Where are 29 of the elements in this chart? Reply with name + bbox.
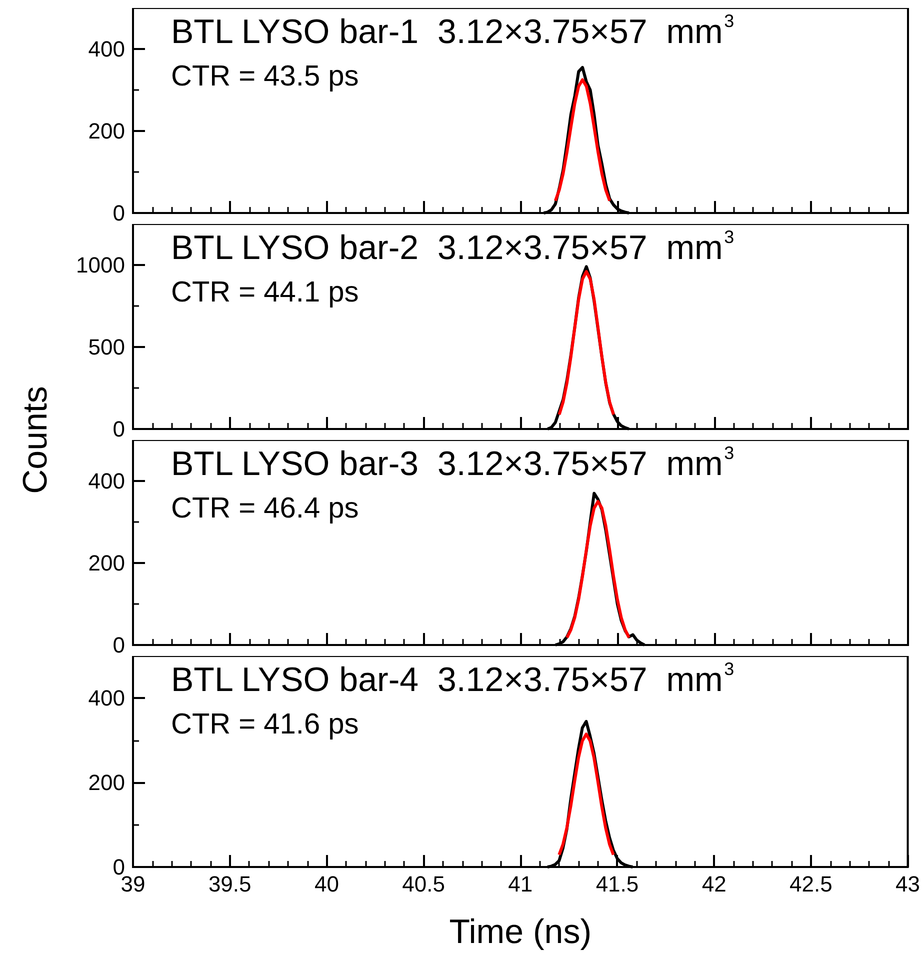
y-tick-label: 1000 [76, 252, 125, 278]
y-tick-label: 500 [88, 334, 125, 360]
y-tick-label: 0 [112, 416, 125, 442]
annotation: CTR = 43.5 ps [171, 60, 359, 92]
x-tick-label: 42 [702, 872, 726, 896]
y-tick-label: 400 [88, 686, 125, 711]
y-tick-label: 400 [88, 468, 125, 494]
line-series [566, 500, 630, 640]
x-tick-label: 39.5 [208, 872, 252, 896]
line-series [558, 270, 615, 416]
line-series [558, 732, 615, 856]
x-tick-label: 43 [896, 872, 920, 896]
y-tick-label: 0 [112, 632, 125, 658]
x-axis-title: Time (ns) [449, 913, 592, 951]
annotation: CTR = 44.1 ps [171, 276, 359, 308]
x-tick-label: 42.5 [790, 872, 832, 896]
y-tick-label: 400 [88, 36, 125, 62]
x-tick-label: 40 [314, 872, 339, 896]
line-series [554, 78, 612, 202]
annotation: CTR = 46.4 ps [171, 492, 359, 524]
y-axis-title: Counts [16, 386, 56, 494]
y-tick-label: 0 [112, 200, 125, 226]
x-tick-label: 40.5 [402, 872, 445, 896]
y-tick-label: 200 [88, 770, 125, 796]
annotation: CTR = 41.6 ps [171, 708, 359, 740]
y-tick-label: 200 [88, 118, 125, 144]
x-tick-label: 41.5 [596, 872, 639, 896]
x-tick-label: 41 [508, 872, 533, 896]
y-tick-label: 200 [88, 550, 125, 576]
